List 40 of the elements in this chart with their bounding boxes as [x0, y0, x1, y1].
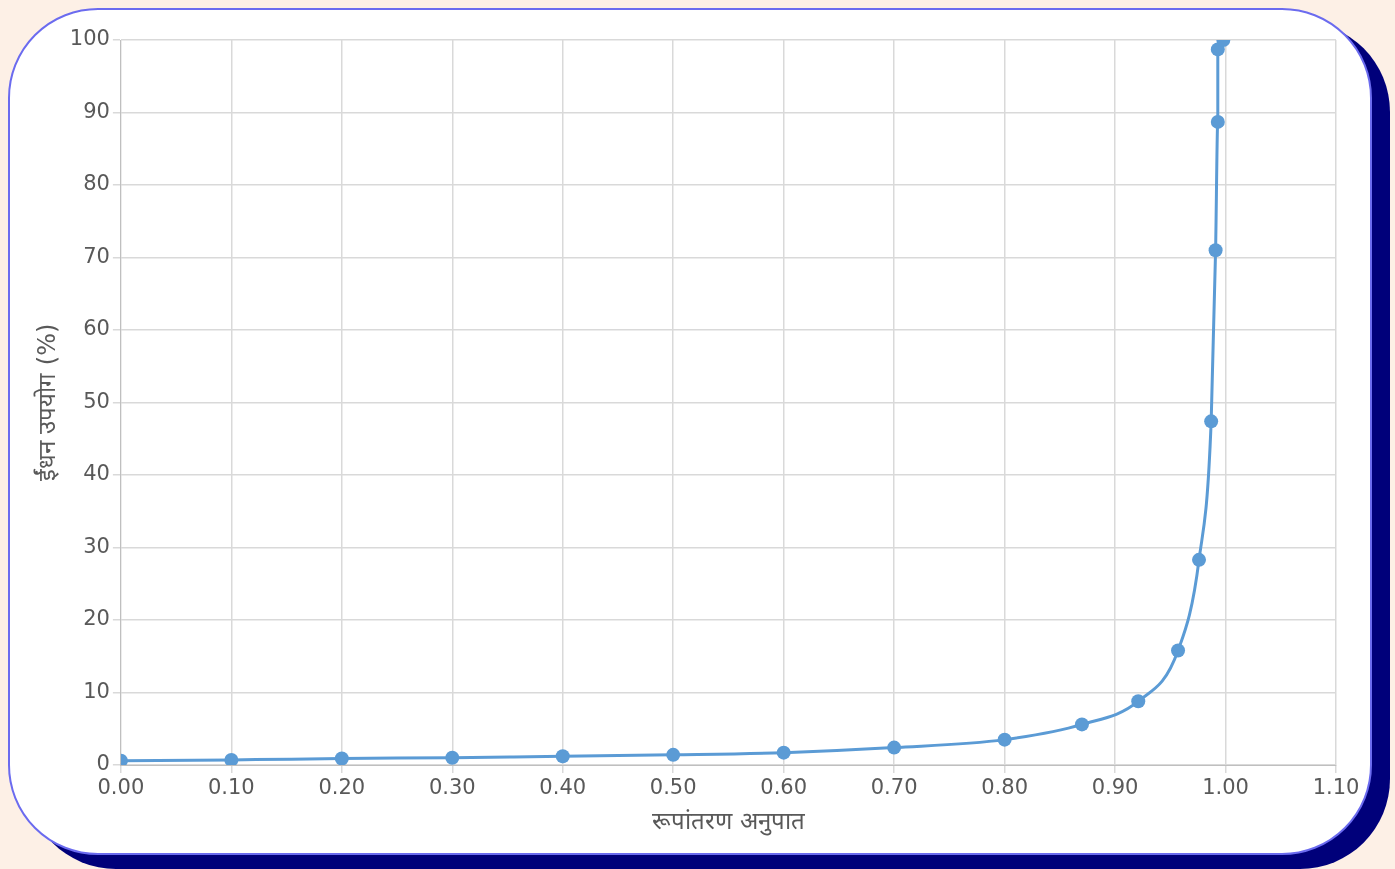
x-tick-label: 0.00: [97, 775, 145, 800]
point: [1192, 552, 1207, 567]
x-tick-label: 0.90: [1091, 775, 1139, 800]
point: [445, 750, 460, 765]
x-tick-label: 0.80: [981, 775, 1028, 800]
y-tick-label: 80: [83, 171, 110, 196]
y-tick-label: 50: [83, 388, 110, 413]
x-tick-label: 1.10: [1312, 775, 1360, 800]
point: [1131, 694, 1146, 709]
x-tick-label: 1.00: [1202, 775, 1249, 800]
point: [224, 752, 239, 765]
point: [555, 749, 570, 764]
point: [334, 751, 349, 765]
x-tick-label: 0.60: [760, 775, 808, 800]
point: [666, 747, 681, 762]
point: [997, 732, 1012, 747]
x-axis-title: रूपांतरण अनुपात: [652, 806, 806, 836]
point: [1074, 717, 1089, 732]
point: [887, 740, 902, 755]
point: [1171, 643, 1186, 658]
x-tick-label: 0.10: [207, 775, 255, 800]
point: [1208, 243, 1223, 258]
y-tick-label: 100: [69, 26, 110, 51]
y-tick-label: 10: [83, 678, 110, 703]
y-tick-label: 0: [96, 751, 110, 776]
y-tick-label: 60: [83, 316, 110, 341]
y-tick-label: 20: [83, 606, 110, 631]
point: [1210, 114, 1225, 129]
point: [1204, 414, 1219, 429]
x-tick-label: 0.70: [870, 775, 918, 800]
x-tick-label: 0.30: [428, 775, 476, 800]
x-tick-label: 0.40: [539, 775, 587, 800]
y-tick-label: 40: [83, 461, 110, 486]
y-tick-label: 30: [83, 533, 110, 558]
y-tick-label: 90: [83, 98, 110, 123]
y-tick-label: 70: [83, 243, 110, 268]
point: [776, 745, 791, 760]
x-tick-label: 0.50: [649, 775, 697, 800]
y-axis-title: ईंधन उपयोग (%): [32, 323, 61, 482]
x-tick-label: 0.20: [318, 775, 366, 800]
